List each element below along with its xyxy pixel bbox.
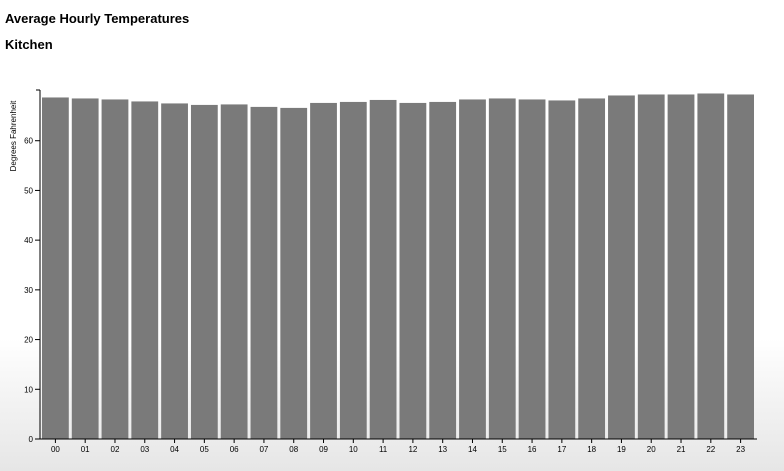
x-tick-label: 06 [230,445,239,454]
x-tick-label: 16 [528,445,537,454]
x-tick-label: 01 [81,445,90,454]
bar-23 [727,94,754,439]
chart-title: Average Hourly Temperatures [5,11,190,26]
x-tick-label: 07 [259,445,268,454]
y-tick-label: 0 [29,435,34,444]
y-tick-label: 10 [24,385,33,394]
x-tick-label: 20 [647,445,656,454]
x-tick-label: 11 [379,445,388,454]
y-tick-label: 60 [24,137,33,146]
bar-14 [459,99,486,440]
bar-11 [369,99,397,439]
bar-06 [220,104,248,440]
y-axis-title: Degrees Fahrenheit [9,100,18,171]
bar-17 [548,100,576,440]
bar-05 [190,104,218,440]
chart-subtitle: Kitchen [5,37,53,52]
bar-16 [518,99,546,440]
x-tick-label: 22 [706,445,715,454]
bar-09 [310,102,337,439]
x-tick-label: 02 [111,445,120,454]
bar-22 [697,93,725,439]
x-tick-label: 05 [200,445,209,454]
bar-08 [280,107,308,439]
x-axis: 00 01 02 03 04 05 06 07 08 09 10 11 12 13 14 15 16 17 18 19… [40,438,757,454]
x-tick-label: 15 [498,445,507,454]
x-tick-label: 17 [557,445,566,454]
x-tick-label: 10 [349,445,358,454]
x-tick-label: 09 [319,445,328,454]
y-tick-label: 30 [24,286,33,295]
bar-20 [637,94,665,439]
bar-10 [339,101,367,440]
y-tick-label: 20 [24,336,33,345]
bar-18 [578,98,606,439]
x-tick-label: 21 [677,445,686,454]
bar-00 [42,97,69,439]
bar-12 [399,102,427,439]
x-tick-label: 04 [170,445,179,454]
bar-03 [131,101,159,439]
x-tick-label: 12 [408,445,417,454]
x-tick-label: 03 [140,445,149,454]
x-tick-label: 19 [617,445,626,454]
x-tick-label: 18 [587,445,596,454]
bar-02 [101,99,129,440]
x-tick-label: 08 [289,445,298,454]
y-axis: 0 10 20 30 40 50 60 Degrees Fahrenheit [9,89,41,444]
bar-15 [488,98,516,439]
x-tick-label: 13 [438,445,447,454]
bar-07 [250,106,278,439]
y-tick-label: 50 [24,186,33,195]
y-tick-label: 40 [24,236,33,245]
bars-group [42,93,754,440]
bar-01 [71,98,99,439]
bar-19 [608,95,635,439]
x-tick-label: 00 [51,445,60,454]
bar-13 [429,101,457,440]
x-tick-label: 14 [468,445,477,454]
bar-04 [161,103,188,439]
x-tick-label: 23 [736,445,745,454]
bar-21 [667,94,695,439]
